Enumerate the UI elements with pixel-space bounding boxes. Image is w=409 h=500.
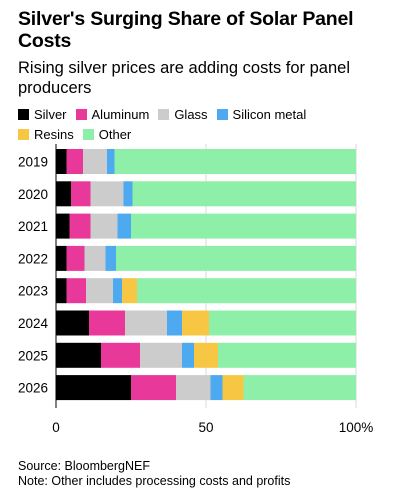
legend-label-aluminum: Aluminum <box>91 106 150 122</box>
x-tick-label-50: 50 <box>198 420 213 435</box>
bar-segment-other-2023 <box>137 278 356 304</box>
bar-segment-silver-2025 <box>56 342 101 368</box>
legend-label-resins: Resins <box>34 126 74 142</box>
bar-segment-other-2026 <box>243 375 356 401</box>
bar-segment-aluminum-2020 <box>71 181 91 207</box>
stacked-bar-chart: 2019 2020 2021 2022 2023 2024 2025 2026 0 50 100% <box>18 144 374 435</box>
bar-segment-aluminum-2022 <box>66 245 85 271</box>
legend-swatch-silicon-metal <box>216 108 228 120</box>
bar-segment-aluminum-2023 <box>66 278 86 304</box>
legend-item-silicon-metal: Silicon metal <box>216 106 307 122</box>
bar-segment-other-2019 <box>114 149 356 174</box>
legend-label-silicon-metal: Silicon metal <box>232 106 307 122</box>
category-label-2022: 2022 <box>18 251 48 266</box>
category-label-2025: 2025 <box>18 348 48 363</box>
bar-segment-resins-2023 <box>122 278 137 304</box>
category-label-2021: 2021 <box>18 219 48 234</box>
bar-segment-resins-2026 <box>222 375 244 401</box>
category-label-2023: 2023 <box>18 284 48 299</box>
chart-title: Silver's Surging Share of Solar Panel Co… <box>18 8 354 52</box>
bar-segment-other-2022 <box>116 245 356 271</box>
category-label-2026: 2026 <box>18 381 48 396</box>
legend-swatch-other <box>82 128 94 140</box>
bar-segment-glass-2021 <box>90 213 118 239</box>
bar-segment-aluminum-2021 <box>69 213 91 239</box>
bar-segment-silicon-metal-2025 <box>182 342 194 368</box>
legend-item-resins: Resins <box>18 127 74 142</box>
bar-segment-silicon-metal-2020 <box>123 181 133 207</box>
bar-segment-silicon-metal-2026 <box>210 375 223 401</box>
category-label-2020: 2020 <box>18 187 48 202</box>
bar-segment-aluminum-2025 <box>101 342 140 368</box>
chart-footer: Source: BloombergNEF Note: Other include… <box>18 459 290 489</box>
legend-item-aluminum: Aluminum <box>75 106 150 122</box>
bar-segment-silicon-metal-2021 <box>117 213 131 239</box>
bar-segment-glass-2025 <box>140 342 182 368</box>
bar-segment-glass-2026 <box>176 375 211 401</box>
bar-segment-aluminum-2026 <box>131 375 176 401</box>
bar-segment-resins-2024 <box>182 310 209 336</box>
bar-segment-silicon-metal-2019 <box>107 149 115 174</box>
bar-segment-silver-2022 <box>56 245 67 271</box>
bar-segment-glass-2020 <box>90 181 124 207</box>
bar-segment-glass-2022 <box>84 245 106 271</box>
bar-segment-silver-2024 <box>56 310 89 336</box>
bar-segment-silver-2021 <box>56 213 70 239</box>
legend-row-2: Resins Other <box>18 124 398 144</box>
legend-swatch-aluminum <box>75 108 87 120</box>
bar-segment-other-2024 <box>209 310 356 336</box>
legend-swatch-glass <box>158 108 170 120</box>
legend-swatch-resins <box>18 128 29 140</box>
source-note: Source: BloombergNEF <box>18 459 151 473</box>
legend-label-silver: Silver <box>34 106 67 122</box>
bar-segment-aluminum-2019 <box>66 149 83 174</box>
footnote: Note: Other includes processing costs an… <box>18 474 291 488</box>
bar-segment-resins-2025 <box>194 342 218 368</box>
bar-segment-other-2021 <box>131 213 356 239</box>
bar-segment-other-2025 <box>218 342 356 368</box>
bar-segment-silver-2026 <box>56 375 131 401</box>
category-label-2019: 2019 <box>18 155 48 170</box>
bar-segment-glass-2023 <box>86 278 113 304</box>
bar-segment-other-2020 <box>132 181 356 207</box>
x-tick-label-0: 0 <box>52 420 60 435</box>
legend-row-1: Silver Aluminum Glass Silicon metal <box>18 104 398 124</box>
legend-item-other: Other <box>82 126 132 142</box>
chart-subtitle: Rising silver prices are adding costs fo… <box>18 59 350 97</box>
category-label-2024: 2024 <box>18 316 49 331</box>
bar-segment-silver-2020 <box>56 181 71 207</box>
bar-segment-silver-2019 <box>56 149 67 174</box>
bar-segment-glass-2019 <box>83 149 107 174</box>
bar-segment-glass-2024 <box>125 310 167 336</box>
bar-segment-silver-2023 <box>56 278 67 304</box>
bar-segment-silicon-metal-2022 <box>105 245 116 271</box>
legend-label-other: Other <box>98 126 132 142</box>
x-tick-label-100: 100% <box>339 420 374 435</box>
bar-segment-silicon-metal-2023 <box>113 278 122 304</box>
bar-segment-aluminum-2024 <box>89 310 125 336</box>
bar-segment-silicon-metal-2024 <box>167 310 182 336</box>
legend-swatch-silver <box>18 108 29 120</box>
legend: Silver Aluminum Glass Silicon metal Resi… <box>18 104 398 144</box>
legend-item-silver: Silver <box>18 107 67 122</box>
legend-label-glass: Glass <box>174 106 208 122</box>
legend-item-glass: Glass <box>158 106 208 122</box>
